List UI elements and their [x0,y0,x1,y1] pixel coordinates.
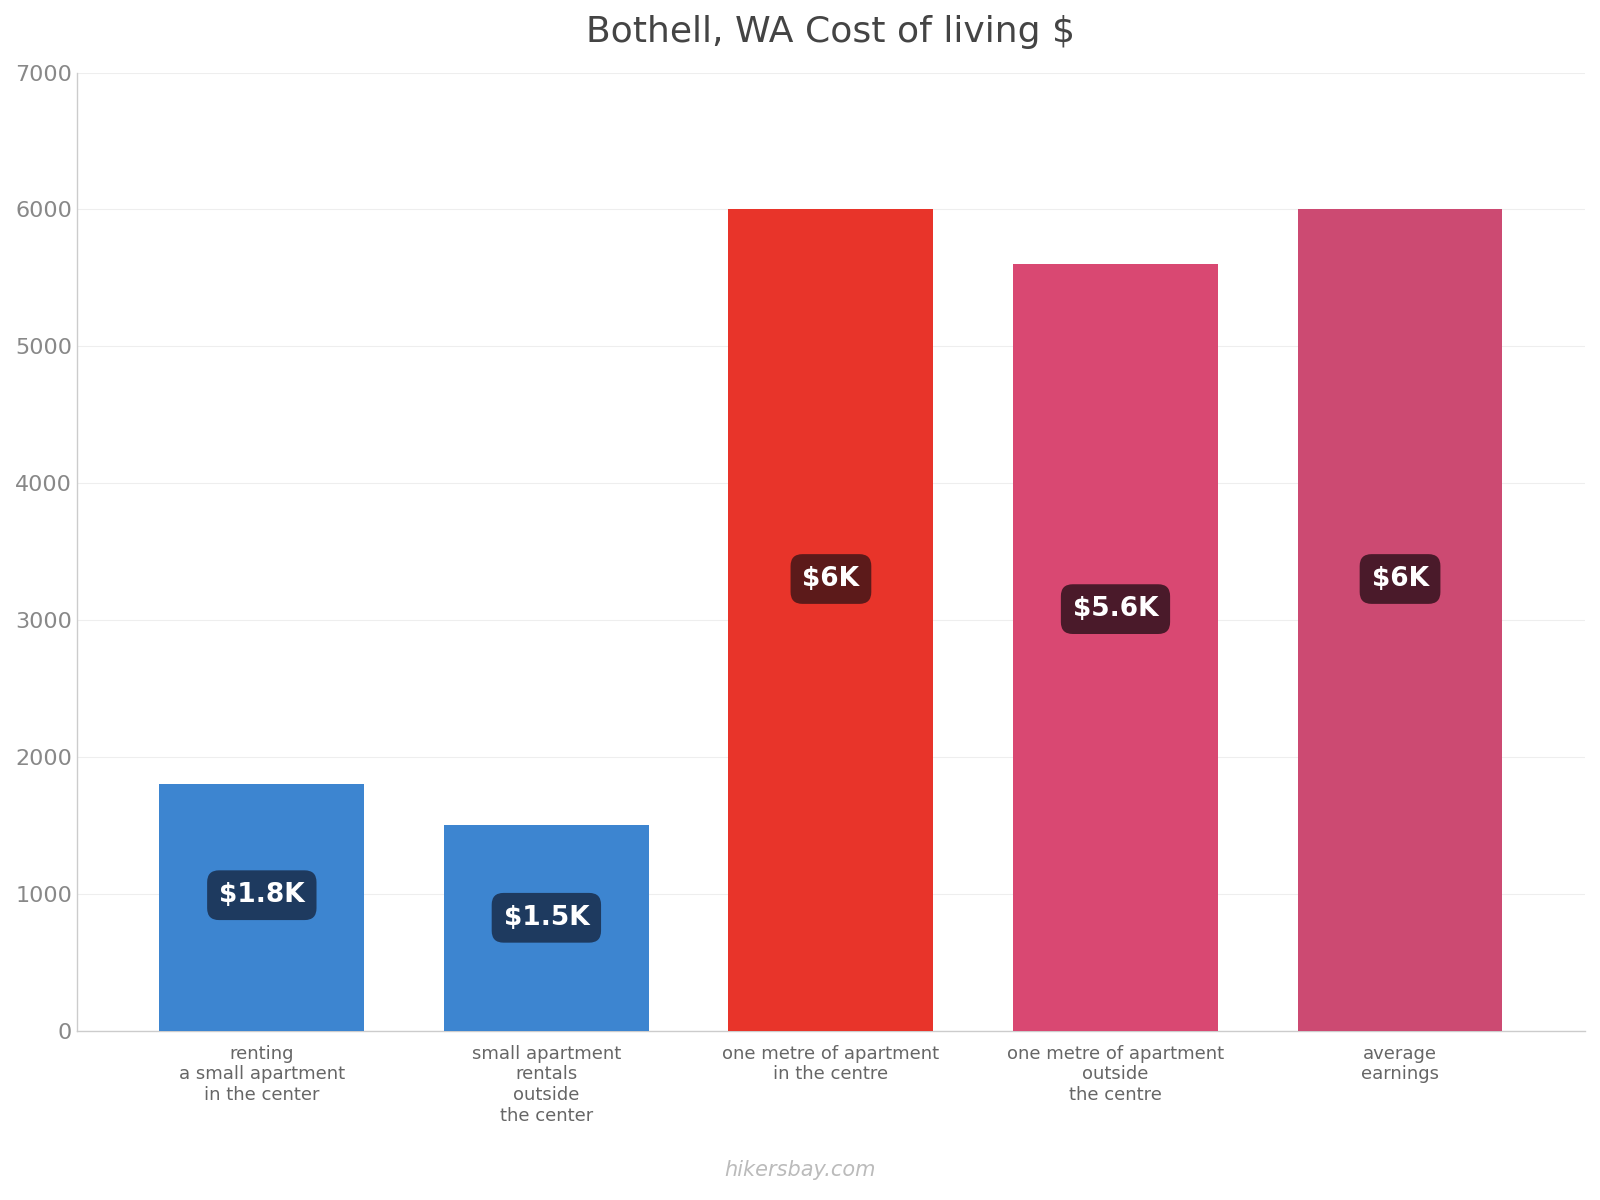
Bar [728,210,933,1031]
Bar [1298,210,1502,1031]
Text: $5.6K: $5.6K [1072,596,1158,622]
Bar [443,826,650,1031]
Text: hikersbay.com: hikersbay.com [725,1160,875,1180]
Text: $1.8K: $1.8K [219,882,304,908]
Text: $1.5K: $1.5K [504,905,589,931]
Text: $6K: $6K [1371,566,1429,592]
Text: $6K: $6K [803,566,859,592]
Title: Bothell, WA Cost of living $: Bothell, WA Cost of living $ [587,14,1075,49]
Bar [160,785,365,1031]
Bar [1013,264,1218,1031]
